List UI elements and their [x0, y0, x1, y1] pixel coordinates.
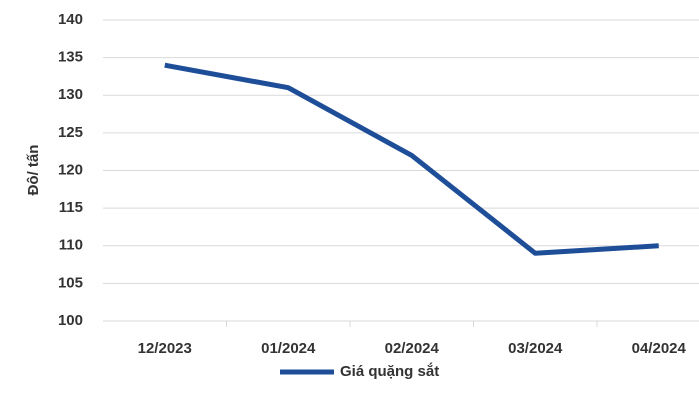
y-tick-label: 125 — [58, 124, 83, 141]
x-tick-label: 12/2023 — [138, 340, 192, 357]
y-tick-label: 120 — [58, 161, 83, 178]
y-tick-label: 135 — [58, 49, 83, 66]
y-tick-label: 100 — [58, 312, 83, 329]
x-tick-label: 02/2024 — [385, 340, 440, 357]
x-tick-label: 03/2024 — [508, 340, 563, 357]
series-line — [164, 62, 659, 256]
y-tick-label: 130 — [58, 86, 83, 103]
y-tick-label: 105 — [58, 274, 83, 291]
y-tick-label: 110 — [59, 237, 83, 254]
x-tick-label: 01/2024 — [261, 340, 316, 357]
y-axis-label: Đô/ tấn — [25, 145, 42, 196]
y-tick-label: 140 — [58, 11, 83, 28]
x-tick-label: 04/2024 — [632, 340, 687, 357]
y-tick-label: 115 — [59, 199, 83, 216]
legend-label: Giá quặng sắt — [340, 362, 439, 380]
